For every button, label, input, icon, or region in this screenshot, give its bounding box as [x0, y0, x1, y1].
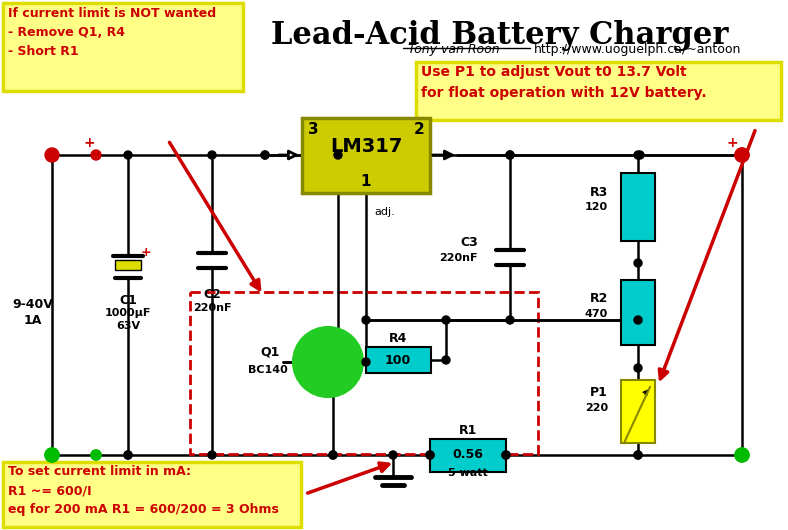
Text: BC140: BC140: [248, 365, 288, 375]
Text: R2: R2: [589, 292, 608, 305]
Circle shape: [634, 364, 642, 372]
Text: Lead-Acid Battery Charger: Lead-Acid Battery Charger: [271, 20, 729, 51]
Circle shape: [738, 451, 746, 459]
Circle shape: [45, 448, 59, 462]
Bar: [3, 462, 301, 527]
Bar: [621, 280, 655, 345]
Text: C2: C2: [203, 288, 221, 302]
Text: 3: 3: [307, 122, 318, 137]
Circle shape: [735, 148, 749, 162]
Text: 100: 100: [385, 354, 411, 367]
Text: 9-40V: 9-40V: [13, 298, 54, 312]
Bar: [115, 260, 141, 270]
Text: http://www.uoguelph.ca/~antoon: http://www.uoguelph.ca/~antoon: [534, 43, 742, 56]
Text: Use P1 to adjust Vout t0 13.7 Volt
for float operation with 12V battery.: Use P1 to adjust Vout t0 13.7 Volt for f…: [421, 65, 707, 100]
Text: +: +: [141, 245, 151, 259]
Circle shape: [634, 451, 642, 459]
Text: 220nF: 220nF: [193, 303, 231, 313]
Text: 2: 2: [414, 122, 425, 137]
Circle shape: [634, 259, 642, 267]
Text: C3: C3: [460, 236, 478, 250]
Circle shape: [634, 151, 642, 159]
Bar: [190, 292, 538, 454]
Circle shape: [502, 451, 510, 459]
Circle shape: [735, 448, 749, 462]
Bar: [621, 380, 655, 443]
Text: R3: R3: [589, 186, 608, 199]
Text: 1000μF: 1000μF: [105, 308, 151, 318]
Text: 220nF: 220nF: [440, 253, 478, 263]
Bar: [366, 347, 431, 373]
Text: 1A: 1A: [24, 314, 43, 326]
Text: 5 watt: 5 watt: [448, 468, 488, 478]
Circle shape: [735, 448, 749, 462]
Text: +: +: [84, 136, 95, 150]
Text: 1: 1: [361, 173, 371, 189]
Circle shape: [45, 448, 59, 462]
Text: 63V: 63V: [116, 321, 140, 331]
Text: adj.: adj.: [374, 207, 395, 217]
Text: R4: R4: [388, 332, 407, 346]
Circle shape: [334, 151, 342, 159]
Text: LM317: LM317: [330, 137, 402, 155]
Circle shape: [502, 451, 510, 459]
Circle shape: [426, 451, 434, 459]
Circle shape: [124, 451, 132, 459]
Text: If current limit is NOT wanted
- Remove Q1, R4
- Short R1: If current limit is NOT wanted - Remove …: [8, 7, 216, 58]
Bar: [302, 118, 430, 193]
Circle shape: [91, 450, 101, 460]
Circle shape: [634, 316, 642, 324]
Circle shape: [442, 316, 450, 324]
Text: R1: R1: [459, 423, 478, 437]
Bar: [416, 62, 781, 120]
Circle shape: [506, 316, 514, 324]
Text: 470: 470: [585, 309, 608, 319]
Circle shape: [91, 150, 101, 160]
Circle shape: [261, 151, 269, 159]
Circle shape: [506, 151, 514, 159]
Circle shape: [634, 451, 642, 459]
Text: Q1: Q1: [260, 346, 280, 358]
Bar: [621, 173, 655, 241]
Circle shape: [261, 151, 269, 159]
Circle shape: [506, 151, 514, 159]
Circle shape: [442, 356, 450, 364]
Circle shape: [45, 148, 59, 162]
Text: 220: 220: [585, 403, 608, 413]
Text: 120: 120: [585, 202, 608, 212]
Circle shape: [389, 451, 397, 459]
Circle shape: [362, 316, 370, 324]
Text: Tony van Roon: Tony van Roon: [408, 43, 500, 56]
Circle shape: [124, 151, 132, 159]
Circle shape: [124, 451, 132, 459]
Circle shape: [362, 358, 370, 366]
Circle shape: [329, 451, 337, 459]
Text: To set current limit in mA:
R1 ~= 600/I
eq for 200 mA R1 = 600/200 = 3 Ohms: To set current limit in mA: R1 ~= 600/I …: [8, 465, 279, 516]
Text: 0.56: 0.56: [452, 448, 483, 462]
Circle shape: [735, 148, 749, 162]
Circle shape: [426, 451, 434, 459]
Bar: [3, 3, 243, 91]
Text: C1: C1: [119, 294, 137, 306]
Text: +: +: [727, 136, 738, 150]
Text: P1: P1: [590, 385, 608, 399]
Bar: [430, 439, 506, 472]
Circle shape: [91, 450, 101, 460]
Circle shape: [329, 451, 337, 459]
Circle shape: [208, 151, 216, 159]
Circle shape: [636, 151, 644, 159]
Circle shape: [293, 327, 363, 397]
Circle shape: [208, 451, 216, 459]
